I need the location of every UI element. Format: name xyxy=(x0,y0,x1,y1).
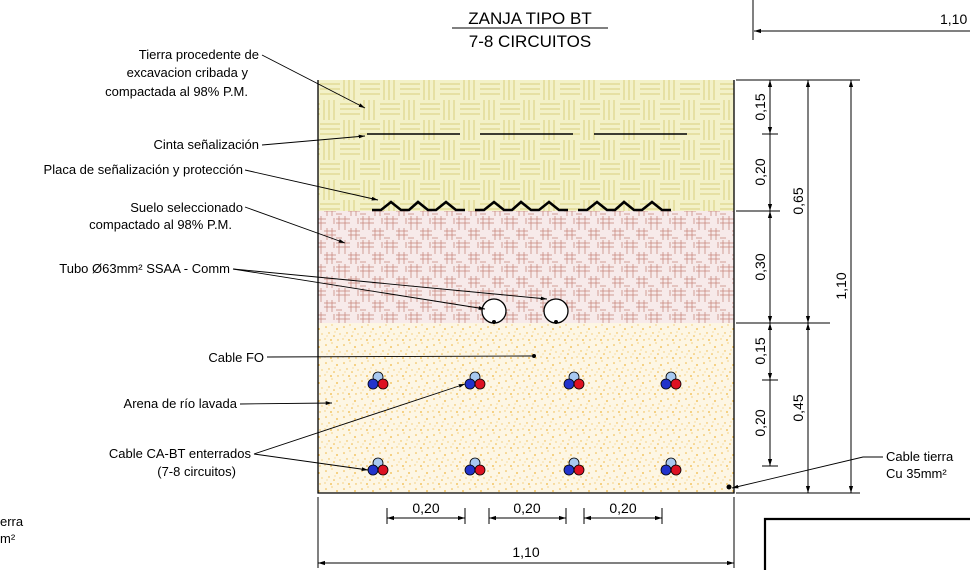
layer-arena xyxy=(318,323,734,493)
label-left-cut-1: erra xyxy=(0,514,24,529)
label-cinta: Cinta señalización xyxy=(153,137,259,152)
dim-v-020-b: 0,20 xyxy=(752,409,768,436)
dim-v-065: 0,65 xyxy=(790,187,806,214)
bt-cable-conductor xyxy=(474,378,486,390)
dim-v-045: 0,45 xyxy=(790,394,806,421)
bt-cable-trefoil xyxy=(660,457,682,476)
horizontal-dimensions xyxy=(317,497,735,568)
dim-v-110: 1,10 xyxy=(833,272,849,299)
label-cable-tierra-1: Cable tierra xyxy=(886,449,954,464)
label-tierra-2: excavacion cribada y xyxy=(127,65,249,80)
bt-cable-groups xyxy=(367,371,682,476)
conduit-tubes xyxy=(481,298,569,324)
label-tierra-1: Tierra procedente de xyxy=(139,47,259,62)
bt-cable-trefoil xyxy=(367,457,389,476)
bt-cable-conductor xyxy=(660,464,672,476)
title-line-1: ZANJA TIPO BT xyxy=(468,9,591,28)
label-cable-bt-1: Cable CA-BT enterrados xyxy=(109,446,252,461)
bt-cable-conductor xyxy=(563,378,575,390)
bt-cable-trefoil xyxy=(563,371,585,390)
dim-h-020-b: 0,20 xyxy=(513,500,540,516)
bt-cable-trefoil xyxy=(464,457,486,476)
bt-cable-conductor xyxy=(573,464,585,476)
label-suelo-2: compactado al 98% P.M. xyxy=(89,217,232,232)
label-left-cut-2: m² xyxy=(0,531,16,546)
layer-suelo xyxy=(318,211,734,323)
vertical-dimensions xyxy=(736,79,860,494)
dim-v-030: 0,30 xyxy=(752,253,768,280)
fo-cable-dot xyxy=(532,354,536,358)
frame-corner xyxy=(763,517,970,570)
protection-plates xyxy=(372,200,671,212)
bt-cable-conductor xyxy=(464,464,476,476)
trench-outline xyxy=(317,80,735,494)
label-arena: Arena de río lavada xyxy=(124,396,238,411)
bt-cable-conductor xyxy=(464,378,476,390)
bt-cable-conductor xyxy=(474,464,486,476)
dim-h-020-a: 0,20 xyxy=(412,500,439,516)
bt-cable-conductor xyxy=(573,378,585,390)
bt-cable-trefoil xyxy=(367,371,389,390)
label-cable-fo: Cable FO xyxy=(208,350,264,365)
bt-cable-conductor xyxy=(660,378,672,390)
dim-h-020-c: 0,20 xyxy=(609,500,636,516)
bt-cable-conductor xyxy=(563,464,575,476)
dim-v-015-b: 0,15 xyxy=(752,337,768,364)
earth-cable-dot xyxy=(726,484,732,490)
leader-lines xyxy=(232,54,883,489)
label-tubo: Tubo Ø63mm² SSAA - Comm xyxy=(59,261,230,276)
bt-cable-conductor xyxy=(377,464,389,476)
label-placa: Placa de señalización y protección xyxy=(44,162,243,177)
title-line-2: 7-8 CIRCUITOS xyxy=(469,32,592,51)
layer-tierra xyxy=(318,80,734,211)
dim-v-020-a: 0,20 xyxy=(752,158,768,185)
bt-cable-trefoil xyxy=(563,457,585,476)
bt-cable-trefoil xyxy=(464,371,486,390)
bt-cable-conductor xyxy=(377,378,389,390)
label-cable-bt-2: (7-8 circuitos) xyxy=(157,464,236,479)
bt-cable-conductor xyxy=(670,378,682,390)
dim-h-110: 1,10 xyxy=(512,544,539,560)
bt-cable-conductor xyxy=(670,464,682,476)
label-tierra-3: compactada al 98% P.M. xyxy=(105,84,248,99)
bt-cable-trefoil xyxy=(660,371,682,390)
bt-cable-conductor xyxy=(367,378,379,390)
top-right-dim-text: 1,10 xyxy=(940,11,967,27)
dim-v-015-a: 0,15 xyxy=(752,93,768,120)
label-cable-tierra-2: Cu 35mm² xyxy=(886,466,947,481)
label-suelo-1: Suelo seleccionado xyxy=(130,200,243,215)
bt-cable-conductor xyxy=(367,464,379,476)
